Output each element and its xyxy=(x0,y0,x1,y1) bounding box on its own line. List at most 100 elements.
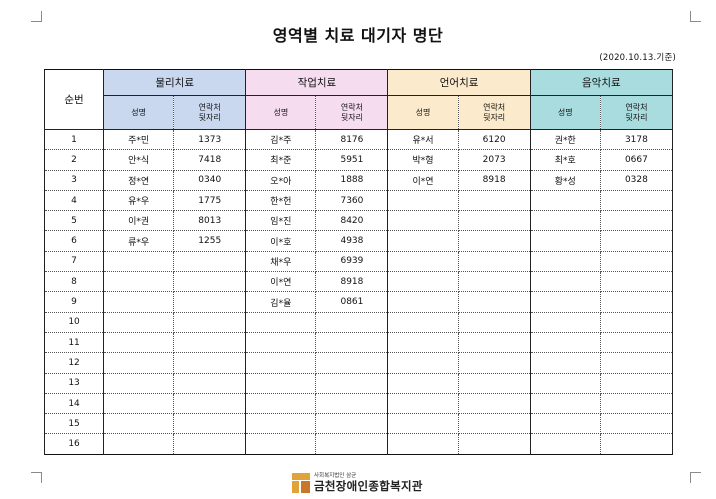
table-row: 10 xyxy=(43,311,674,333)
cell-name-physical: 안*식 xyxy=(103,149,175,171)
cell-contact-music xyxy=(599,372,674,394)
cell-contact-physical: 0340 xyxy=(173,169,247,191)
contact-label-line2: 뒷자리 xyxy=(340,112,363,122)
cell-contact-speech xyxy=(457,372,531,394)
table-row: 12 xyxy=(43,352,674,374)
cell-name-music xyxy=(529,291,601,313)
cell-contact-occupational xyxy=(315,372,389,394)
cell-name-speech xyxy=(387,210,459,232)
cell-name-occupational: 임*진 xyxy=(245,210,317,232)
cell-contact-physical xyxy=(173,250,247,273)
cell-contact-music xyxy=(599,230,674,252)
cell-name-speech xyxy=(387,331,459,354)
cell-name-music xyxy=(529,372,601,394)
crop-mark-top-right xyxy=(690,11,701,22)
table-row: 4 유*우 1775 한*헌 7360 xyxy=(43,189,674,212)
cell-name-physical: 정*연 xyxy=(103,169,175,191)
cell-contact-occupational xyxy=(315,392,389,415)
cell-contact-physical: 8013 xyxy=(173,210,247,232)
table-row: 3 정*연 0340 오*아 1888 이*연 8918 황*성 0328 xyxy=(43,169,674,191)
cell-contact-speech xyxy=(457,250,531,273)
waitlist-table: 순번 물리치료 작업치료 언어치료 음악치료 성명 연락처 뒷자리 성명 연락처 뒷자리 성… xyxy=(43,69,674,455)
table-row: 13 xyxy=(43,372,674,394)
row-number: 14 xyxy=(43,392,105,415)
cell-contact-music xyxy=(599,433,674,455)
crop-mark-bottom-left xyxy=(31,472,42,483)
cell-contact-speech: 2073 xyxy=(457,149,531,171)
cell-name-music xyxy=(529,230,601,252)
cell-name-occupational: 이*호 xyxy=(245,230,317,252)
cell-contact-music xyxy=(599,250,674,273)
cell-contact-music xyxy=(599,271,674,293)
cell-name-occupational xyxy=(245,433,317,455)
cell-contact-physical: 1775 xyxy=(173,189,247,212)
cell-contact-occupational: 1888 xyxy=(315,169,389,191)
cell-name-music xyxy=(529,210,601,232)
organization-footer: 사회복지법인 삼균 금천장애인종합복지관 xyxy=(292,471,423,495)
cell-contact-physical xyxy=(173,311,247,333)
cell-name-speech xyxy=(387,311,459,333)
cell-contact-music xyxy=(599,291,674,313)
cell-contact-occupational xyxy=(315,413,389,435)
header-seq: 순번 xyxy=(43,69,105,130)
cell-contact-occupational xyxy=(315,433,389,455)
table-row: 16 xyxy=(43,433,674,455)
cell-name-speech xyxy=(387,230,459,252)
cell-name-speech xyxy=(387,433,459,455)
cell-contact-music xyxy=(599,311,674,333)
table-row: 11 xyxy=(43,331,674,354)
cell-contact-speech: 8918 xyxy=(457,169,531,191)
cell-name-speech xyxy=(387,392,459,415)
cell-name-speech xyxy=(387,271,459,293)
cell-contact-speech xyxy=(457,189,531,212)
cell-contact-music: 3178 xyxy=(599,128,674,151)
cell-name-music xyxy=(529,413,601,435)
row-number: 16 xyxy=(43,433,105,455)
cell-name-music xyxy=(529,271,601,293)
table-row: 2 안*식 7418 최*준 5951 박*형 2073 최*호 0667 xyxy=(43,149,674,171)
cell-name-physical: 류*우 xyxy=(103,230,175,252)
cell-contact-occupational xyxy=(315,311,389,333)
row-number: 7 xyxy=(43,250,105,273)
cell-contact-speech xyxy=(457,413,531,435)
cell-name-music xyxy=(529,250,601,273)
row-number: 1 xyxy=(43,128,105,151)
cell-contact-music xyxy=(599,210,674,232)
cell-contact-occupational: 8420 xyxy=(315,210,389,232)
crop-mark-top-left xyxy=(31,11,42,22)
cell-name-music xyxy=(529,352,601,374)
cell-contact-music xyxy=(599,392,674,415)
subheader-name-occupational: 성명 xyxy=(245,95,317,130)
cell-name-music xyxy=(529,392,601,415)
table-row: 6 류*우 1255 이*호 4938 xyxy=(43,230,674,252)
cell-contact-occupational: 5951 xyxy=(315,149,389,171)
table-row: 5 이*권 8013 임*진 8420 xyxy=(43,210,674,232)
contact-label-line2: 뒷자리 xyxy=(625,112,648,122)
cell-name-physical xyxy=(103,433,175,455)
contact-label-line1: 연락처 xyxy=(625,102,648,112)
cell-contact-speech xyxy=(457,230,531,252)
row-number: 10 xyxy=(43,311,105,333)
cell-name-physical xyxy=(103,392,175,415)
header-occupational-therapy: 작업치료 xyxy=(245,69,389,96)
cell-name-music: 최*호 xyxy=(529,149,601,171)
cell-name-speech: 박*형 xyxy=(387,149,459,171)
table-row: 8 이*연 8918 xyxy=(43,271,674,293)
header-music-therapy: 음악치료 xyxy=(529,69,674,96)
cell-contact-music xyxy=(599,189,674,212)
cell-contact-occupational: 7360 xyxy=(315,189,389,212)
reference-date: (2020.10.13.기준) xyxy=(599,53,676,63)
cell-contact-physical xyxy=(173,291,247,313)
cell-name-speech: 유*서 xyxy=(387,128,459,151)
cell-name-occupational xyxy=(245,331,317,354)
cell-contact-speech xyxy=(457,210,531,232)
cell-contact-occupational xyxy=(315,352,389,374)
cell-name-occupational xyxy=(245,372,317,394)
cell-name-music: 황*성 xyxy=(529,169,601,191)
cell-name-music xyxy=(529,331,601,354)
cell-contact-physical: 1255 xyxy=(173,230,247,252)
cell-contact-speech xyxy=(457,352,531,374)
cell-name-physical xyxy=(103,311,175,333)
org-subtitle: 사회복지법인 삼균 xyxy=(314,472,357,479)
cell-contact-occupational: 4938 xyxy=(315,230,389,252)
